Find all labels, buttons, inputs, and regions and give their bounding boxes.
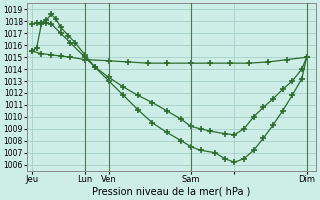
X-axis label: Pression niveau de la mer( hPa ): Pression niveau de la mer( hPa ) (92, 187, 251, 197)
